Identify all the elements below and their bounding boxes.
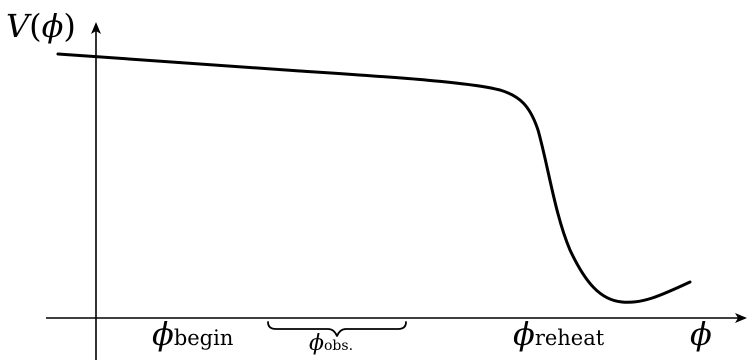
phi-begin-label: ϕbegin — [152, 318, 233, 350]
x-axis-label: ϕ — [690, 318, 712, 350]
potential-curve — [56, 52, 692, 304]
y-axis-label: V(ϕ) — [6, 10, 76, 42]
phi-obs-symbol: ϕ — [309, 331, 324, 356]
observable-range-brace — [267, 321, 407, 337]
phi-reheat-subscript: reheat — [534, 326, 605, 350]
y-axis-label-symbol: V — [6, 7, 30, 45]
phi-obs-label: ϕobs. — [309, 333, 353, 355]
phi-reheat-symbol: ϕ — [513, 315, 535, 353]
phi-begin-symbol: ϕ — [152, 315, 174, 353]
y-axis-label-close-paren: ) — [63, 7, 76, 45]
phi-begin-subscript: begin — [173, 326, 234, 350]
y-axis-label-open-paren: ( — [29, 7, 42, 45]
phi-obs-subscript: obs. — [324, 338, 354, 354]
phi-reheat-label: ϕreheat — [513, 318, 604, 350]
y-axis-label-argument: ϕ — [41, 7, 64, 45]
x-axis-label-symbol: ϕ — [690, 315, 712, 353]
